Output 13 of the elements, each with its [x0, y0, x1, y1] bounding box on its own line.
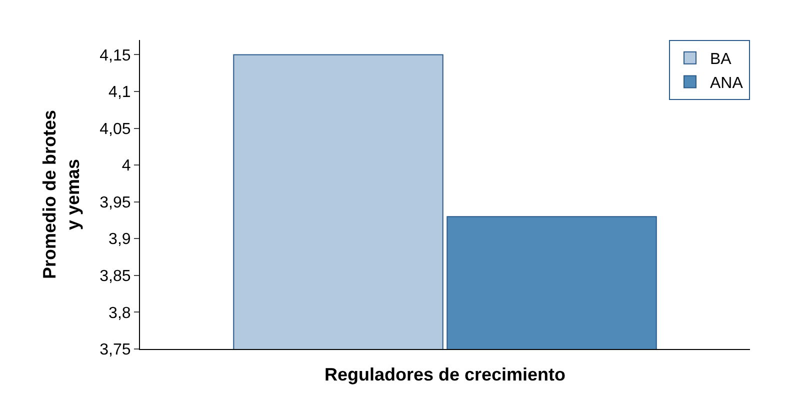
y-tick-label: 3,95 [100, 194, 131, 212]
legend-label: BA [710, 51, 732, 68]
y-tick-label: 4,05 [100, 120, 131, 138]
y-tick-label: 4,15 [100, 47, 131, 64]
y-tick-label: 4,1 [108, 84, 131, 102]
y-tick-label: 3,85 [100, 268, 131, 286]
y-tick-label: 4 [122, 158, 131, 175]
legend-label: ANA [710, 74, 744, 92]
y-tick-label: 3,8 [108, 304, 131, 322]
y-tick-label: 3,9 [108, 231, 131, 248]
x-axis-title: Reguladores de crecimiento [324, 364, 566, 384]
y-axis-title: Promedio de brotes y yemas [39, 110, 83, 280]
y-tick-label: 3,75 [100, 342, 131, 359]
